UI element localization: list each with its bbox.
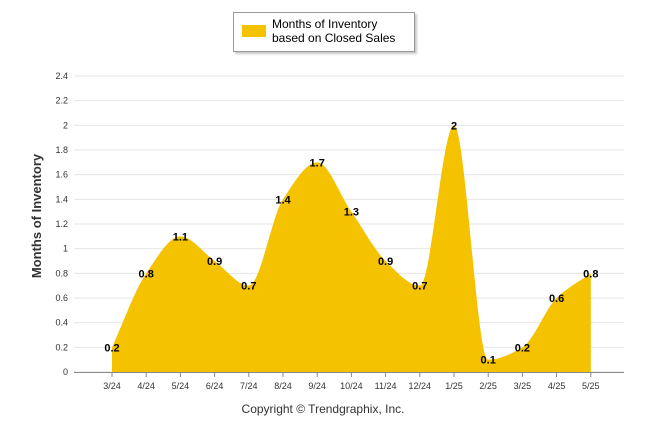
y-tick-label: 2.4 bbox=[55, 71, 68, 81]
y-tick-label: 0.6 bbox=[55, 293, 68, 303]
data-label: 0.1 bbox=[481, 355, 496, 367]
data-label: 1.7 bbox=[310, 157, 325, 169]
data-label: 2 bbox=[451, 120, 457, 132]
x-tick-label: 9/24 bbox=[308, 381, 326, 391]
x-tick-label: 5/24 bbox=[172, 381, 190, 391]
y-axis-title: Months of Inventory bbox=[29, 153, 44, 279]
data-label: 0.7 bbox=[241, 281, 256, 293]
x-tick-label: 8/24 bbox=[274, 381, 292, 391]
data-label: 0.2 bbox=[104, 342, 119, 354]
x-tick-label: 4/25 bbox=[548, 381, 566, 391]
x-tick-label: 4/24 bbox=[137, 381, 155, 391]
x-tick-label: 3/24 bbox=[103, 381, 121, 391]
data-label: 1.4 bbox=[275, 194, 291, 206]
x-tick-label: 3/25 bbox=[514, 381, 532, 391]
y-tick-label: 1.8 bbox=[55, 145, 68, 155]
data-label: 0.6 bbox=[549, 293, 564, 305]
y-tick-label: 1 bbox=[63, 244, 68, 254]
legend-label: Months of Inventory based on Closed Sale… bbox=[272, 17, 396, 45]
x-tick-label: 1/25 bbox=[445, 381, 463, 391]
y-tick-label: 1.6 bbox=[55, 170, 68, 180]
x-tick-label: 12/24 bbox=[409, 381, 432, 391]
data-label: 1.1 bbox=[173, 231, 188, 243]
data-label: 0.8 bbox=[139, 268, 154, 280]
y-tick-label: 2.2 bbox=[55, 96, 68, 106]
y-tick-label: 0.4 bbox=[55, 318, 68, 328]
copyright-footer: Copyright © Trendgraphix, Inc. bbox=[241, 402, 405, 416]
y-tick-label: 1.4 bbox=[55, 194, 68, 204]
data-label: 0.9 bbox=[378, 256, 393, 268]
x-tick-label: 10/24 bbox=[340, 381, 363, 391]
legend-swatch bbox=[242, 25, 266, 37]
y-tick-label: 0 bbox=[63, 367, 68, 377]
x-tick-label: 7/24 bbox=[240, 381, 258, 391]
data-label: 0.9 bbox=[207, 256, 222, 268]
y-tick-label: 1.2 bbox=[55, 219, 68, 229]
x-tick-label: 11/24 bbox=[375, 381, 397, 391]
legend: Months of Inventory based on Closed Sale… bbox=[233, 12, 415, 52]
x-tick-label: 6/24 bbox=[206, 381, 224, 391]
y-tick-label: 0.8 bbox=[55, 268, 68, 278]
data-label: 0.8 bbox=[583, 268, 598, 280]
data-label: 0.2 bbox=[515, 342, 530, 354]
data-label: 1.3 bbox=[344, 207, 359, 219]
x-tick-label: 2/25 bbox=[479, 381, 497, 391]
x-tick-label: 5/25 bbox=[582, 381, 600, 391]
y-tick-label: 0.2 bbox=[55, 342, 68, 352]
y-tick-label: 2 bbox=[63, 120, 68, 130]
area-series bbox=[112, 125, 591, 372]
data-label: 0.7 bbox=[412, 281, 427, 293]
